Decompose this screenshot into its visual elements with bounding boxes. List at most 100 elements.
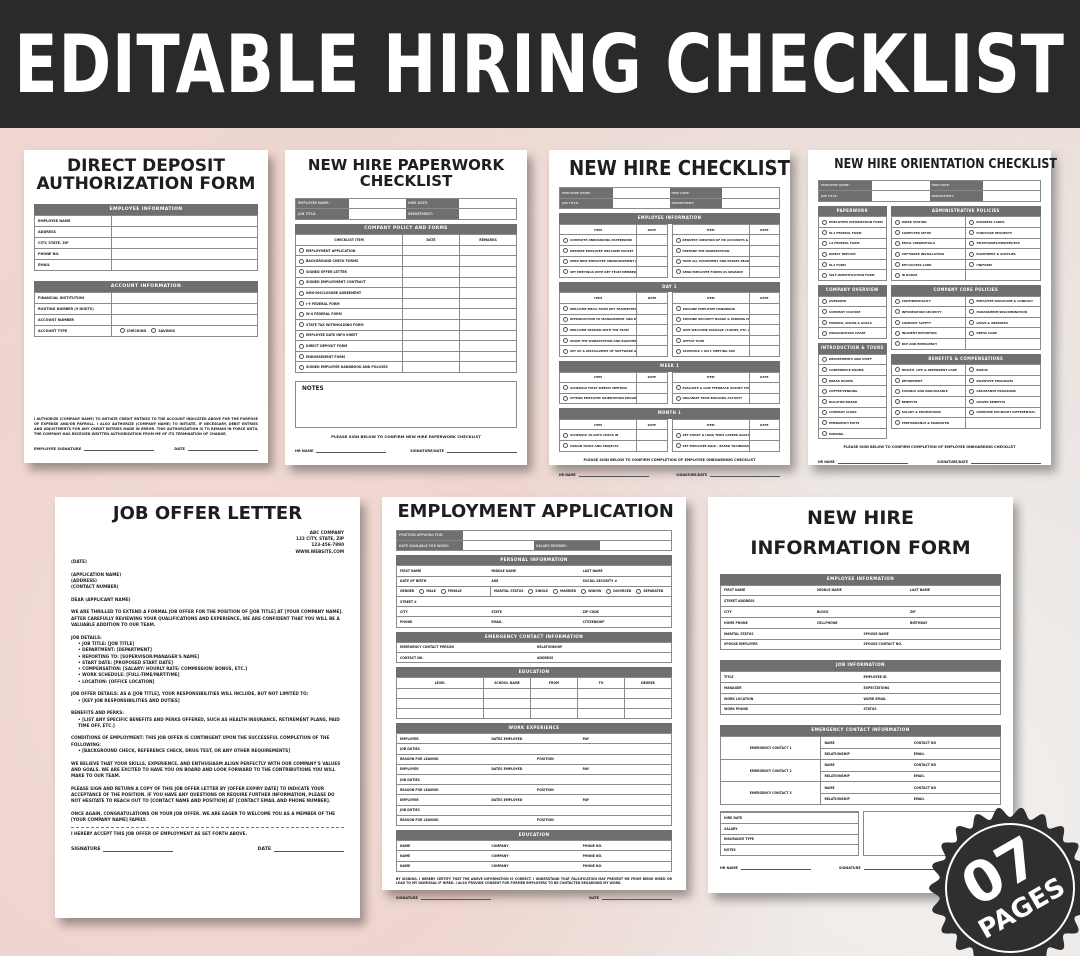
checkbox-circle[interactable] <box>894 330 900 336</box>
checkbox-circle[interactable] <box>563 443 568 449</box>
signature-field[interactable]: SIGNATURE/DATE <box>676 473 780 477</box>
checkbox-circle[interactable] <box>675 432 681 438</box>
checkbox-circle[interactable] <box>894 388 900 394</box>
form-cell[interactable]: WELCOME SESSION WITH THE TEAM <box>560 325 636 335</box>
form-cell[interactable] <box>748 325 779 335</box>
signature-line[interactable] <box>274 850 344 852</box>
form-cell[interactable]: SHOW THE WORKSTATION AND EQUIPMENT <box>560 336 636 346</box>
checkbox-circle[interactable] <box>969 219 975 225</box>
form-cell[interactable]: SIGNED OFFER LETTER <box>296 267 402 277</box>
checkbox-circle[interactable] <box>822 219 827 225</box>
radio-circle[interactable] <box>528 588 534 594</box>
form-cell[interactable] <box>402 277 459 288</box>
form-cell[interactable] <box>748 267 779 277</box>
checkbox-circle[interactable] <box>894 230 900 236</box>
form-cell[interactable]: INFORMATION SECURITY <box>892 307 966 317</box>
checkbox-circle[interactable] <box>299 322 304 328</box>
checkbox-circle[interactable] <box>969 251 975 257</box>
field-input[interactable] <box>459 199 516 209</box>
signature-field[interactable]: DATE <box>258 847 344 852</box>
signature-field[interactable]: SIGNATURE <box>839 866 934 871</box>
form-cell[interactable]: SIGNED EMPLOYMENT CONTRACT <box>296 278 402 288</box>
checkbox-circle[interactable] <box>894 272 900 278</box>
checkbox-circle[interactable] <box>675 338 681 344</box>
form-cell[interactable] <box>636 430 666 441</box>
field-input[interactable] <box>459 209 516 219</box>
checkbox-circle[interactable] <box>822 251 827 257</box>
form-cell[interactable] <box>965 418 1040 428</box>
form-cell[interactable] <box>748 256 779 267</box>
field-input[interactable] <box>349 209 406 219</box>
radio-circle[interactable] <box>606 588 612 594</box>
form-cell[interactable]: EVALUATE & GIVE FEEDBACK SURVEY FOR WEEK… <box>673 383 749 393</box>
checkbox-circle[interactable] <box>675 306 681 312</box>
form-cell[interactable]: TAXABLE AND NON-TAXABLE <box>892 386 966 396</box>
signature-field[interactable]: SIGNATURE <box>71 847 174 852</box>
signature-field[interactable]: HR NAME <box>818 460 908 465</box>
signature-line[interactable] <box>710 475 780 477</box>
form-cell[interactable]: W-2 FORM <box>819 260 886 270</box>
checkbox-circle[interactable] <box>822 330 827 336</box>
form-cell[interactable] <box>402 309 459 320</box>
checkbox-circle[interactable] <box>969 409 975 415</box>
form-cell[interactable]: WELCOME EMAIL FROM KEY TEAMMATES <box>560 304 636 314</box>
checkbox-circle[interactable] <box>299 248 304 254</box>
checkbox-circle[interactable] <box>969 388 975 394</box>
form-cell[interactable] <box>459 288 516 298</box>
form-cell[interactable] <box>636 346 666 356</box>
radio-circle[interactable] <box>151 328 157 334</box>
form-cell[interactable]: SEND NEW EMPLOYEE ANNOUNCEMENT EMAIL <box>560 257 636 267</box>
field-input[interactable] <box>613 188 670 198</box>
checkbox-circle[interactable] <box>563 316 568 322</box>
checkbox-circle[interactable] <box>675 395 681 401</box>
form-cell[interactable]: TELEPHONES/PRINTER/FAX <box>965 238 1040 249</box>
form-cell[interactable]: BENEFITS <box>892 397 966 407</box>
checkbox-circle[interactable] <box>563 269 568 275</box>
form-cell[interactable] <box>459 245 516 256</box>
form-cell[interactable]: EMPLOYMENT APPLICATION <box>296 246 402 256</box>
field-input[interactable] <box>722 188 779 198</box>
signature-line[interactable] <box>420 898 491 900</box>
form-cell[interactable]: SET MEETINGS WITH KEY TEAM MEMBERS <box>560 267 636 277</box>
checkbox-circle[interactable] <box>563 338 568 344</box>
checkbox-circle[interactable] <box>969 399 975 405</box>
signature-line[interactable] <box>188 450 258 451</box>
form-cell[interactable] <box>748 430 779 441</box>
checkbox-circle[interactable] <box>894 378 900 384</box>
form-cell[interactable]: ENDORSEMENT FORM <box>296 352 402 362</box>
form-cell[interactable] <box>636 256 666 267</box>
field-input[interactable] <box>872 191 929 201</box>
signature-line[interactable] <box>316 452 387 453</box>
form-cell[interactable] <box>402 330 459 341</box>
field-input[interactable] <box>872 181 929 191</box>
checkbox-circle[interactable] <box>822 399 827 405</box>
form-cell[interactable] <box>459 277 516 288</box>
radio-circle[interactable] <box>553 588 559 594</box>
form-cell[interactable]: LEAVES BENEFITS <box>965 396 1040 407</box>
checkbox-circle[interactable] <box>969 262 975 268</box>
radio-circle[interactable] <box>636 588 642 594</box>
form-cell[interactable]: ORGANIZATION CHART <box>819 328 886 338</box>
form-cell[interactable]: INCIDENT REPORTING <box>892 328 966 338</box>
form-cell[interactable]: COMPANY CLINIC <box>819 408 886 418</box>
checkbox-circle[interactable] <box>822 230 827 236</box>
form-cell[interactable] <box>402 256 459 267</box>
signature-line[interactable] <box>602 898 672 900</box>
checkbox-circle[interactable] <box>675 269 681 275</box>
checkbox-circle[interactable] <box>299 343 304 349</box>
checkbox-circle[interactable] <box>563 327 568 333</box>
checkbox-circle[interactable] <box>675 248 681 254</box>
form-cell[interactable]: PROVIDE EMPLOYEE HANDBOOK <box>673 304 749 314</box>
form-cell[interactable]: COMPANY SAFETY <box>892 318 966 328</box>
form-cell[interactable] <box>402 351 459 362</box>
form-cell[interactable]: ORGANIZE TEAM-BUILDING ACTIVITY <box>673 394 749 404</box>
form-cell[interactable] <box>402 267 459 277</box>
form-cell[interactable]: DRESS CODE <box>965 328 1040 338</box>
checkbox-circle[interactable] <box>822 272 827 278</box>
field-input[interactable] <box>349 199 406 209</box>
checkbox-circle[interactable] <box>894 240 900 246</box>
form-cell[interactable]: HAVE ALL EQUIPMENT AND PASSES READY <box>673 257 749 267</box>
form-cell[interactable]: PARKING <box>819 429 886 439</box>
form-cell[interactable]: EMPLOYEES INFORMATION FORM <box>819 217 886 227</box>
checkbox-circle[interactable] <box>563 258 568 264</box>
